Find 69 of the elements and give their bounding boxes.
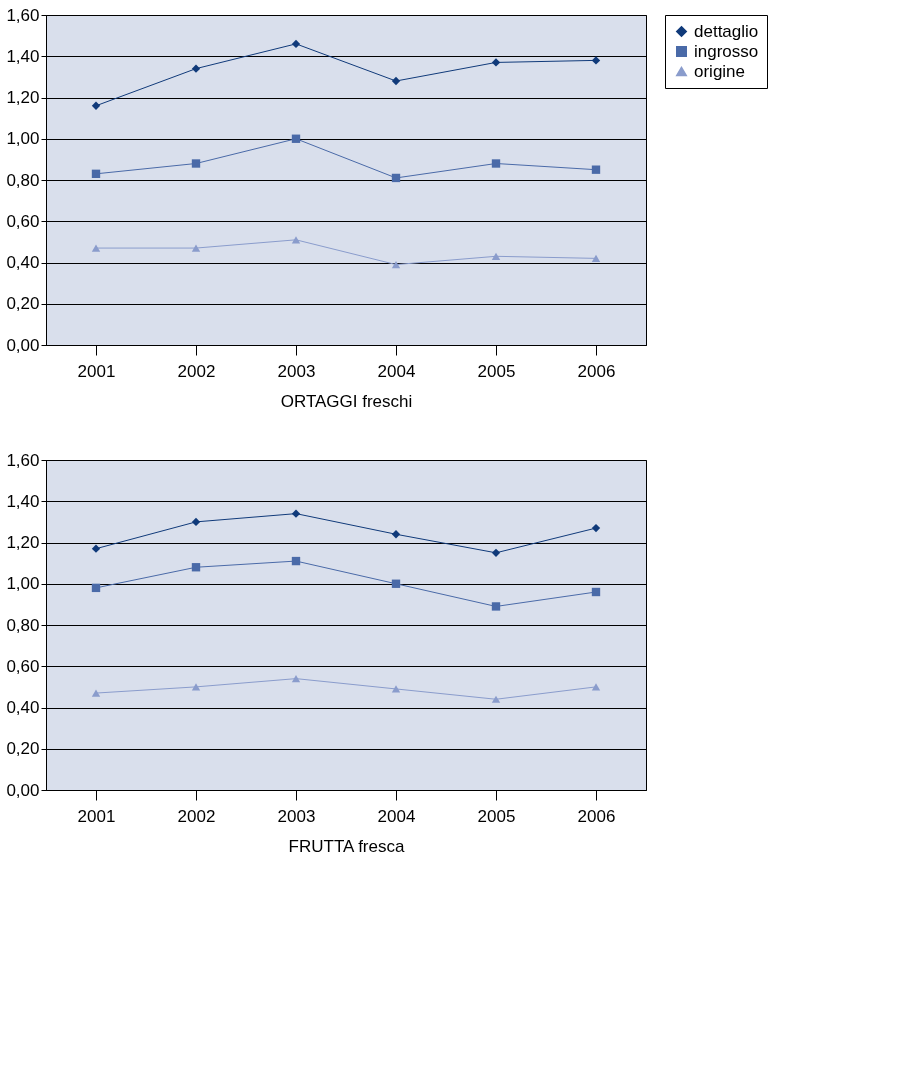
point [391,530,401,539]
point [391,579,401,588]
point [91,244,101,252]
y-tick-label: 0,80 [6,615,40,635]
x-tick-label: 2006 [577,361,616,381]
point [491,602,501,611]
y-tick-label: 0,20 [6,739,40,759]
point [91,101,101,110]
x-tick-label: 2003 [277,361,316,381]
point [291,134,301,143]
y-tick-label: 0,40 [6,253,40,272]
y-tick-label: 0,00 [6,335,40,355]
y-tick-label: 0,00 [6,780,40,800]
point [591,254,601,262]
y-tick-label: 1,00 [6,574,40,594]
y-tick-label: 0,60 [6,211,40,231]
point [491,695,501,703]
y-tick-label: 0,60 [6,656,40,676]
point [491,58,501,67]
x-tick-label: 2005 [477,361,516,381]
point [291,39,301,49]
y-tick-label: 1,20 [6,88,40,107]
x-tick-label: 2002 [177,806,216,826]
y-tick-label: 0,20 [6,294,40,314]
legend-label: origine [694,61,746,81]
x-tick-label: 2006 [577,806,616,826]
y-tick-label: 1,20 [6,533,40,552]
point [291,509,301,518]
y-tick-label: 1,40 [6,46,40,66]
point [391,76,401,86]
point [591,56,601,65]
y-tick-label: 0,40 [6,698,40,717]
x-tick-label: 2004 [377,806,416,826]
point [191,159,201,168]
y-tick-label: 1,60 [6,450,40,470]
x-axis-title: FRUTTA fresca [288,836,405,856]
point [391,173,401,183]
point [591,523,601,533]
point [91,544,101,553]
point [291,675,301,683]
y-tick-label: 1,60 [6,5,40,25]
point [191,563,201,572]
x-tick-label: 2005 [477,806,516,826]
point [291,556,301,566]
x-tick-label: 2003 [277,806,316,826]
point [91,169,101,178]
legend-label: dettaglio [694,21,759,41]
x-tick-label: 2002 [177,361,216,381]
y-tick-label: 1,00 [6,129,40,149]
point [191,517,201,527]
point [491,159,501,168]
point [291,236,301,244]
point [591,587,601,597]
point [91,583,101,593]
legend-label: ingrosso [694,41,759,61]
x-axis-title: ORTAGGI freschi [280,391,413,411]
x-tick-label: 2004 [377,361,416,381]
y-tick-label: 1,40 [6,491,40,511]
x-tick-label: 2001 [77,361,116,381]
point [491,252,501,260]
y-tick-label: 0,80 [6,170,40,190]
point [391,685,401,693]
point [491,548,501,557]
point [391,260,401,269]
x-tick-label: 2001 [77,806,116,826]
point [191,64,201,73]
point [91,689,101,697]
point [591,165,601,174]
point [191,244,201,252]
